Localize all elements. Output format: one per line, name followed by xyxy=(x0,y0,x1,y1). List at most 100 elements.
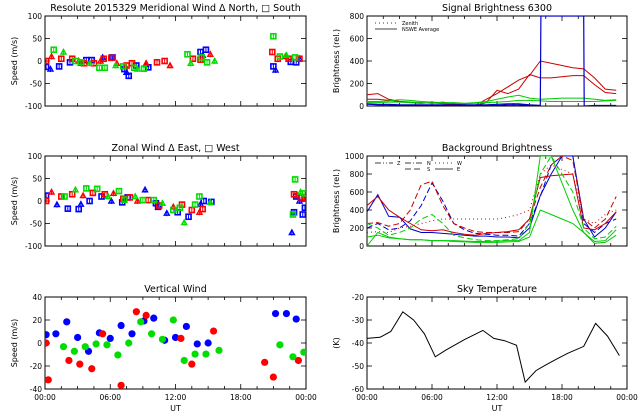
y-tick-label: 1000 xyxy=(345,152,364,161)
y-axis-label: Speed (m/s) xyxy=(10,319,19,368)
data-point-blue xyxy=(301,204,306,212)
chart-title: Signal Brightness 6300 xyxy=(442,3,552,14)
y-tick-label: -20 xyxy=(30,362,42,371)
chart-title: Zonal Wind Δ East, □ West xyxy=(111,143,239,154)
data-point-green xyxy=(137,318,145,326)
x-tick-label: 18:00 xyxy=(230,393,252,402)
data-point-green xyxy=(196,193,203,200)
series-line-sky-temp xyxy=(367,311,620,384)
legend-label: NSWE Average xyxy=(402,27,439,33)
series-group xyxy=(45,176,306,236)
data-point-blue xyxy=(141,185,149,193)
data-point-green xyxy=(61,193,68,200)
data-point-blue xyxy=(86,197,93,205)
data-point-green xyxy=(180,218,188,226)
data-point-green xyxy=(59,343,68,351)
data-point-red xyxy=(45,339,50,347)
legend-label: Z xyxy=(397,161,401,167)
data-point-red xyxy=(294,356,302,365)
x-tick-label: 12:00 xyxy=(165,393,187,402)
data-point-blue xyxy=(106,334,114,342)
data-point-blue xyxy=(150,314,158,322)
data-point-green xyxy=(115,187,123,195)
series-line-red-dash xyxy=(367,156,617,233)
data-point-green xyxy=(133,65,142,72)
data-point-green xyxy=(114,351,122,359)
y-tick-label: -40 xyxy=(352,339,364,348)
y-tick-label: 800 xyxy=(350,12,365,21)
data-point-green xyxy=(187,59,195,66)
y-tick-label: 100 xyxy=(28,12,43,21)
y-tick-label: 600 xyxy=(350,188,365,197)
data-point-green xyxy=(103,341,111,349)
series-line-blue-dash xyxy=(367,156,617,237)
data-point-blue xyxy=(46,65,55,72)
x-axis-label: UT xyxy=(170,404,181,413)
legend-label: W xyxy=(457,161,462,167)
series-line-green-dash xyxy=(367,156,617,242)
data-point-blue xyxy=(163,209,171,216)
y-tick-label: 0 xyxy=(37,57,42,66)
data-point-green xyxy=(120,63,127,70)
y-tick-label: 400 xyxy=(350,57,365,66)
data-point-green xyxy=(125,339,133,347)
series-line-red-2 xyxy=(367,73,617,106)
data-point-red xyxy=(188,360,196,368)
data-point-red xyxy=(45,197,50,205)
x-tick-label: 00:00 xyxy=(295,393,317,402)
data-point-blue xyxy=(64,205,72,212)
data-point-green xyxy=(158,199,167,206)
data-point-blue xyxy=(52,330,60,338)
data-point-red xyxy=(261,358,269,366)
y-tick-label: 100 xyxy=(28,152,43,161)
data-point-blue xyxy=(45,63,50,71)
y-tick-label: -60 xyxy=(352,385,364,394)
data-point-green xyxy=(206,198,214,206)
data-point-red xyxy=(142,59,150,66)
data-point-green xyxy=(291,54,299,61)
data-point-green xyxy=(59,48,68,55)
data-point-red xyxy=(189,55,197,63)
chart-title: Resolute 2015329 Meridional Wind Δ North… xyxy=(50,3,301,14)
data-point-green xyxy=(150,196,158,204)
data-point-red xyxy=(120,195,127,203)
data-point-red xyxy=(209,327,218,335)
data-point-green xyxy=(111,61,120,69)
data-point-red xyxy=(88,365,96,373)
data-point-blue xyxy=(282,309,291,318)
chart-sky: Sky Temperature 00:00 06:00 12:00 18:00 00:00… xyxy=(332,284,638,413)
data-point-green xyxy=(121,196,128,203)
series-line-green-solid-2 xyxy=(367,209,617,244)
data-point-green xyxy=(158,335,167,343)
chart-vertical: Vertical Wind 00:00 06:00 12:00 18:00 00:00 UT… xyxy=(10,284,317,413)
data-point-blue xyxy=(299,211,306,218)
series-group xyxy=(367,16,617,106)
series-line-red-solid xyxy=(367,173,617,236)
data-point-blue xyxy=(295,197,304,204)
data-point-blue xyxy=(193,340,201,348)
y-tick-label: 0 xyxy=(37,197,42,206)
data-point-green xyxy=(202,350,210,358)
legend-label: Zenith xyxy=(402,21,418,27)
data-point-green xyxy=(93,185,101,193)
data-point-green xyxy=(276,53,284,60)
legend-label: S xyxy=(427,167,430,173)
x-tick-label: 00:00 xyxy=(34,393,56,402)
data-point-green xyxy=(85,59,94,66)
data-point-red xyxy=(76,360,84,368)
data-point-green xyxy=(77,59,85,66)
data-point-blue xyxy=(204,339,212,347)
data-point-green xyxy=(147,330,156,338)
series-line-green-1 xyxy=(367,94,617,104)
data-point-green xyxy=(131,192,139,200)
data-point-red xyxy=(65,356,73,365)
y-tick-label: 200 xyxy=(350,80,365,89)
data-point-green xyxy=(92,340,100,348)
y-tick-label: 20 xyxy=(32,316,42,325)
data-point-green xyxy=(301,190,306,197)
data-point-red xyxy=(109,189,118,197)
series-group xyxy=(367,311,620,384)
y-tick-label: 200 xyxy=(350,224,365,233)
y-tick-label: 0 xyxy=(359,102,364,111)
